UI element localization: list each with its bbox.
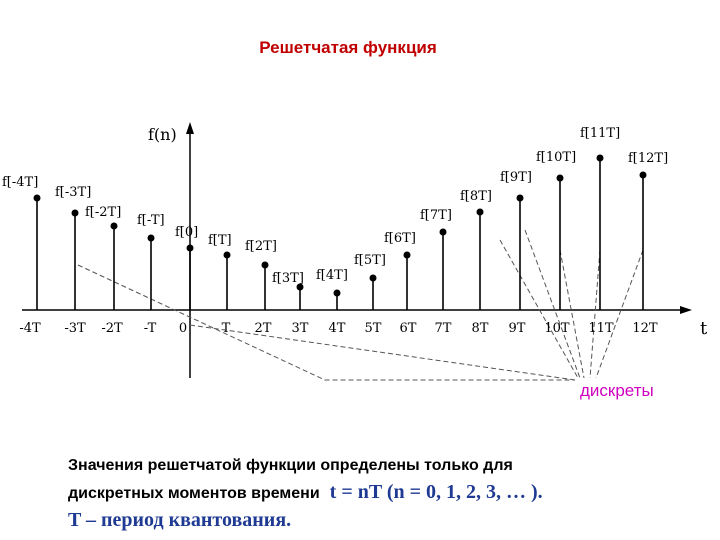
sample-dot: [369, 274, 377, 282]
sample-label: f[9T]: [500, 170, 532, 185]
sample-label: f[2T]: [245, 239, 277, 254]
x-tick-label: 9T: [509, 321, 526, 336]
text-part: дискретных моментов времени: [68, 485, 320, 502]
x-tick-label: 12T: [632, 321, 658, 336]
sample-dot: [639, 171, 647, 179]
sample-dot: [439, 228, 447, 236]
x-tick-label: T: [222, 321, 231, 336]
sample-label: f[12T]: [628, 151, 668, 166]
x-tick-label: -2T: [101, 321, 123, 336]
text-line: Значения решетчатой функции определены т…: [68, 457, 513, 474]
text-line: T – период квантования.: [68, 509, 291, 531]
sample-label: f[11T]: [580, 126, 620, 141]
sample-dot: [403, 251, 411, 259]
y-axis-label: f(n): [148, 125, 177, 144]
x-tick-label: 3T: [292, 321, 309, 336]
sample-label: f[10T]: [536, 150, 576, 165]
sample-dot: [186, 244, 194, 252]
x-tick-label: 0: [179, 321, 187, 336]
sample-label: f[-2T]: [85, 205, 121, 220]
sample-dot: [476, 208, 484, 216]
x-tick-label: -3T: [64, 321, 86, 336]
sample-dot: [110, 222, 118, 230]
sample-dot: [33, 194, 41, 202]
sample-dot: [261, 261, 269, 269]
sample-label: f[4T]: [316, 268, 348, 283]
x-tick-label: -T: [144, 321, 157, 336]
annotation: дискреты: [580, 381, 654, 400]
sample-dot: [147, 234, 155, 242]
pointer-lines: [77, 229, 644, 381]
sample-label: f[8T]: [460, 189, 492, 204]
sample-label: f[-3T]: [55, 185, 91, 200]
sample-label: f[6T]: [384, 231, 416, 246]
text-line: дискретных моментов времени t = nT (n = 0…: [68, 481, 543, 503]
sample-label: f[T]: [208, 233, 232, 248]
sample-dot: [296, 283, 304, 291]
sample-label: f[7T]: [420, 208, 452, 223]
sample-label: f[0]: [175, 225, 198, 240]
sample-dot: [333, 289, 341, 297]
y-arrow: [186, 122, 194, 134]
sample-label: f[5T]: [354, 253, 386, 268]
x-tick-label: 5T: [365, 321, 382, 336]
x-tick-label: 11T: [588, 321, 614, 336]
sample-label: f[3T]: [272, 271, 304, 286]
x-tick-label: 4T: [329, 321, 346, 336]
x-arrow: [680, 306, 692, 314]
sample-dot: [596, 154, 604, 162]
x-tick-label: -4T: [19, 321, 41, 336]
sample-label: f[-T]: [137, 213, 165, 228]
x-axis-label: t: [700, 318, 708, 339]
x-tick-label: 10T: [544, 321, 570, 336]
sample-dot: [516, 194, 524, 202]
sample-dot: [223, 251, 231, 259]
title: Решетчатая функция: [259, 38, 437, 57]
x-tick-label: 2T: [255, 321, 272, 336]
sample-dot: [71, 209, 79, 217]
formula: t = nT (n = 0, 1, 2, 3, … ).: [330, 481, 543, 503]
sample-dot: [556, 174, 564, 182]
x-tick-label: 8T: [472, 321, 489, 336]
x-tick-label: 7T: [435, 321, 452, 336]
x-tick-label: 6T: [400, 321, 417, 336]
sample-label: f[-4T]: [2, 175, 38, 190]
